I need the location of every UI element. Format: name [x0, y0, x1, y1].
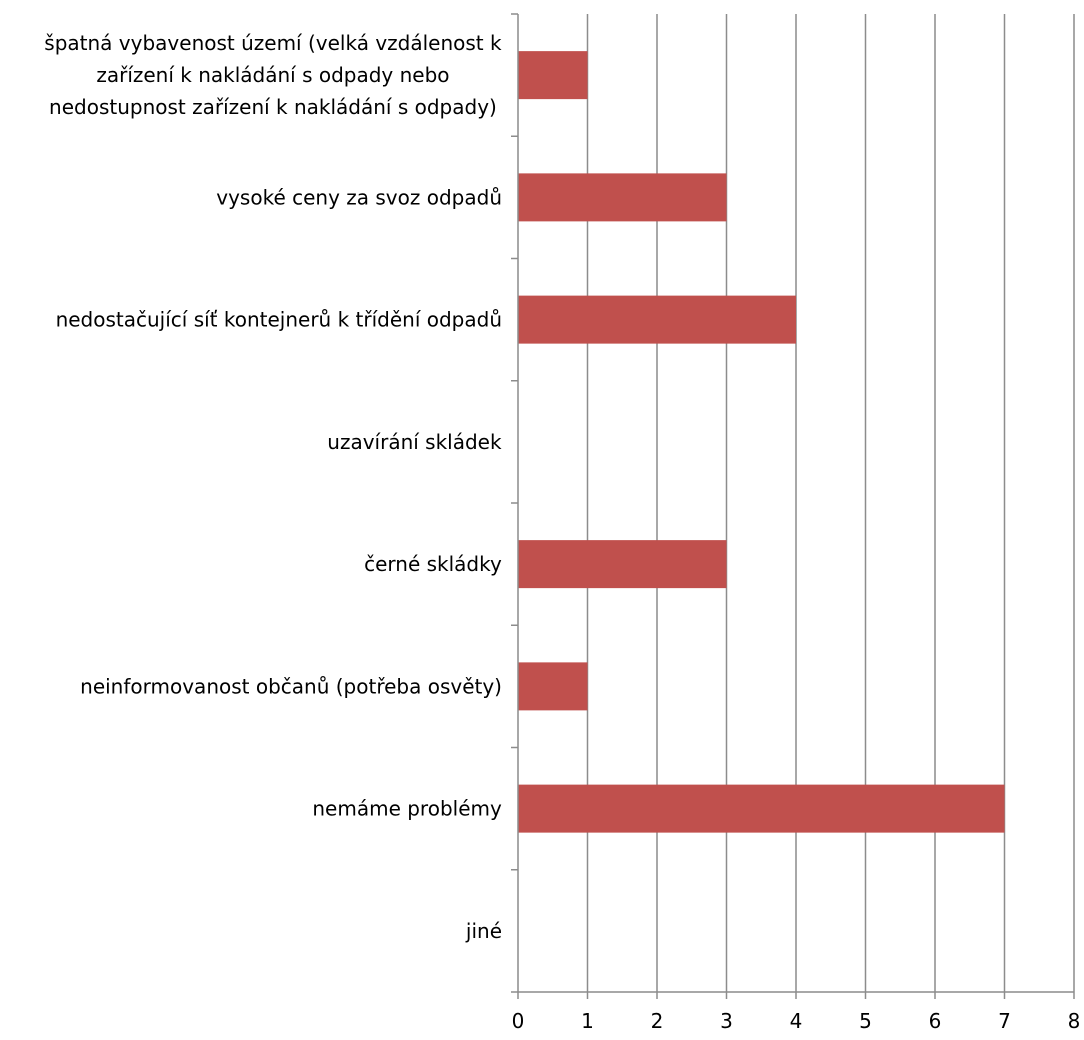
category-label-line: nedostačující síť kontejnerů k třídění o… — [56, 308, 502, 332]
category-labels: špatná vybavenost území (velká vzdálenos… — [44, 31, 502, 943]
x-tick-label: 5 — [859, 1009, 872, 1033]
category-label-line: nedostupnost zařízení k nakládání s odpa… — [49, 95, 497, 119]
category-label: nemáme problémy — [312, 797, 502, 821]
axes — [511, 13, 1075, 999]
bar — [518, 295, 796, 344]
x-tick-labels: 0 1 2 3 4 5 6 7 8 — [512, 1009, 1081, 1033]
x-tick-label: 0 — [512, 1009, 525, 1033]
x-tick-label: 4 — [790, 1009, 803, 1033]
bar — [518, 51, 588, 100]
category-label-line: jiné — [465, 919, 502, 943]
category-label: vysoké ceny za svoz odpadů — [216, 185, 502, 209]
category-label-line: vysoké ceny za svoz odpadů — [216, 185, 502, 209]
bars — [518, 51, 1005, 833]
category-label: neinformovanost občanů (potřeba osvěty) — [80, 674, 502, 698]
category-label-line: uzavírání skládek — [327, 430, 502, 454]
x-tick-label: 1 — [581, 1009, 594, 1033]
x-tick-label: 8 — [1068, 1009, 1081, 1033]
category-label: jiné — [465, 919, 502, 943]
bar — [518, 784, 1005, 833]
category-label-line: špatná vybavenost území (velká vzdálenos… — [44, 31, 502, 55]
category-label: černé skládky — [364, 552, 502, 576]
category-label-line: neinformovanost občanů (potřeba osvěty) — [80, 674, 502, 698]
bar — [518, 173, 727, 222]
category-label-line: černé skládky — [364, 552, 502, 576]
category-label: nedostačující síť kontejnerů k třídění o… — [56, 308, 502, 332]
category-label-line: nemáme problémy — [312, 797, 502, 821]
category-label: špatná vybavenost území (velká vzdálenos… — [44, 31, 502, 119]
category-label-line: zařízení k nakládání s odpady nebo — [96, 63, 449, 87]
gridlines — [586, 14, 1075, 992]
category-label: uzavírání skládek — [327, 430, 502, 454]
x-tick-label: 3 — [720, 1009, 733, 1033]
bar — [518, 662, 588, 711]
x-tick-label: 2 — [651, 1009, 664, 1033]
x-tick-label: 7 — [998, 1009, 1011, 1033]
x-tick-label: 6 — [929, 1009, 942, 1033]
bar — [518, 540, 727, 589]
